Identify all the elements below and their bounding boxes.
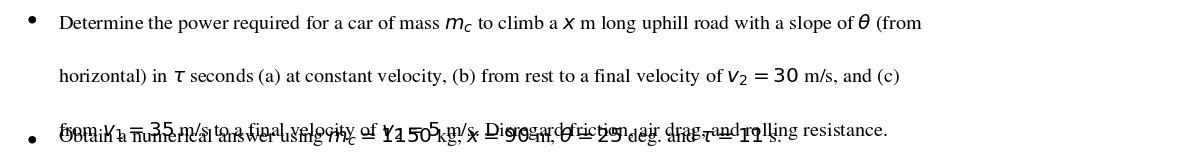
Text: Obtain a numerical answer using $m_c = 1150$ kg, $x = 90$ m, $\theta = 25$ deg. : Obtain a numerical answer using $m_c = 1… [58,126,781,148]
Text: horizontal) in $\tau$ seconds (a) at constant velocity, (b) from rest to a final: horizontal) in $\tau$ seconds (a) at con… [58,66,900,88]
Text: •: • [26,131,37,148]
Text: from $v_1 = 35$ m/s to a final velocity of $v_2 = 5$ m/s. Disregard friction, ai: from $v_1 = 35$ m/s to a final velocity … [58,120,888,142]
Text: Determine the power required for a car of mass $m_c$ to climb a $x$ m long uphil: Determine the power required for a car o… [58,12,923,34]
Text: •: • [26,12,37,29]
